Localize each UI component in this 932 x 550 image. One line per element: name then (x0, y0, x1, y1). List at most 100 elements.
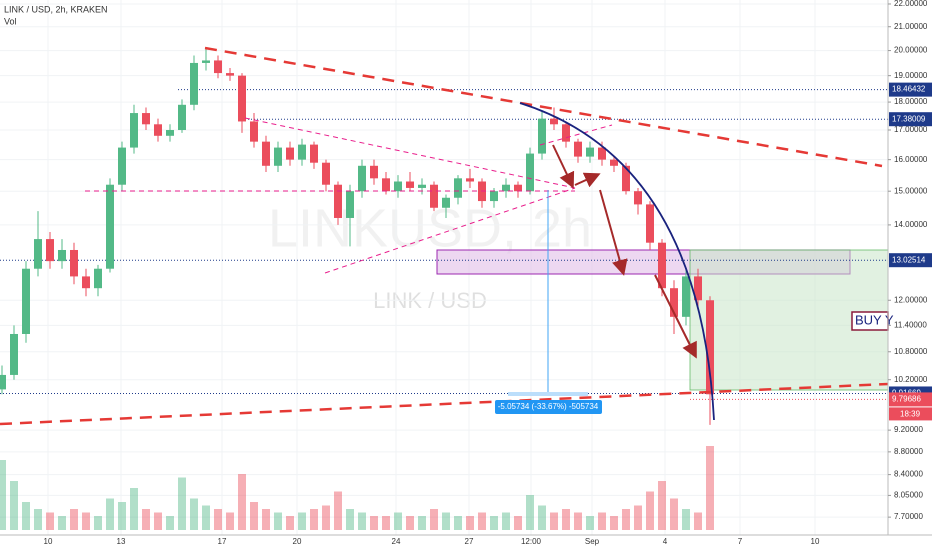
candle-body (370, 165, 378, 179)
arc (519, 102, 715, 421)
price-tag (889, 253, 932, 268)
price-tag (889, 392, 932, 407)
candle-body (418, 184, 426, 188)
volume-bar (298, 512, 306, 530)
candle-body (682, 276, 690, 317)
candle-body (34, 239, 42, 269)
volume-bar (286, 516, 294, 530)
candle-body (274, 147, 282, 166)
candle-body (0, 374, 6, 390)
y-tick-label: 10.80000 (894, 347, 928, 356)
candle-body (694, 276, 702, 301)
volume-bar (502, 512, 510, 530)
candle-body (262, 141, 270, 166)
y-tick-label: 18.00000 (894, 97, 928, 106)
volume-bar (466, 516, 474, 530)
volume-bar (34, 509, 42, 530)
volume-bar (562, 509, 570, 530)
candle-body (238, 75, 246, 122)
candle-body (94, 268, 102, 289)
volume-bar (166, 516, 174, 530)
candle-body (610, 159, 618, 166)
y-tick-label: 11.40000 (894, 320, 927, 329)
volume-bar (634, 505, 642, 530)
candle-body (406, 181, 414, 188)
candle-body (598, 147, 606, 160)
candle-body (382, 178, 390, 192)
y-tick-label: 7.70000 (894, 512, 923, 521)
volume-bar (550, 512, 558, 530)
price-lines (0, 89, 888, 400)
candle-body (298, 144, 306, 160)
volume-bar (610, 516, 618, 530)
volume-bar (202, 505, 210, 530)
arrow (574, 172, 601, 188)
candle-body (394, 181, 402, 192)
candle-body (502, 184, 510, 192)
volume-bar (346, 509, 354, 530)
candle-body (166, 130, 174, 136)
candle-body (646, 204, 654, 243)
price-tag (889, 82, 932, 97)
x-tick-label: 17 (218, 537, 227, 546)
price-tag-label: 17.38009 (892, 114, 926, 123)
x-tick-label: 24 (392, 537, 401, 546)
volume-bar (682, 509, 690, 530)
y-tick-label: 14.00000 (894, 220, 928, 229)
volume-bar (130, 488, 138, 530)
volume-bar (370, 516, 378, 530)
volume-bar (670, 498, 678, 530)
volume-bar (454, 516, 462, 530)
candle-body (310, 144, 318, 163)
volume-bar (334, 491, 342, 530)
volume-bar (658, 481, 666, 530)
volume-bar (0, 460, 6, 530)
candle-body (142, 113, 150, 125)
volume-bar (406, 516, 414, 530)
candle-body (226, 73, 234, 76)
y-tick-label: 21.00000 (894, 22, 928, 31)
volume-bar (418, 516, 426, 530)
candle-body (634, 191, 642, 205)
volume-bar (214, 509, 222, 530)
x-tick-label: 12:00 (521, 537, 542, 546)
axis-labels: 22.00000 21.00000 20.00000 19.00000 18.00000… (44, 0, 932, 546)
candle-body (82, 276, 90, 289)
volume-bar (478, 512, 486, 530)
volume-bar (70, 509, 78, 530)
volume-bar (178, 477, 186, 530)
volume-label: Vol (4, 16, 17, 26)
candle-body (490, 191, 498, 202)
y-tick-label: 15.00000 (894, 186, 928, 195)
volume-bar (262, 509, 270, 530)
title: LINK / USD, 2h, KRAKEN (4, 4, 108, 14)
candle-body (454, 178, 462, 198)
volume-bar (46, 512, 54, 530)
price-tag-label: 18.46432 (892, 85, 926, 94)
volume-bar (106, 498, 114, 530)
candle-body (106, 184, 114, 269)
pattern-line (324, 187, 576, 274)
candle-body (178, 104, 186, 131)
candle-body (286, 147, 294, 160)
volume-bar (250, 502, 258, 530)
countdown-tag (889, 407, 932, 421)
price-tag-label: 13.02514 (892, 255, 926, 264)
price-tag-label: 9.79686 (892, 395, 921, 404)
candle-body (46, 239, 54, 262)
candle-body (586, 147, 594, 157)
volume-bar (586, 516, 594, 530)
candle-body (190, 62, 198, 105)
x-tick-label: 27 (465, 537, 474, 546)
volume-bar (118, 502, 126, 530)
countdown: 18:39 (900, 410, 921, 419)
candles (0, 48, 714, 425)
watermark: LINKUSD, 2h (268, 198, 592, 258)
candle-body (118, 147, 126, 185)
arrow (654, 274, 697, 359)
x-tick-label: 4 (663, 537, 668, 546)
volume-bar (82, 512, 90, 530)
y-tick-label: 8.80000 (894, 447, 923, 456)
candle-body (670, 288, 678, 317)
